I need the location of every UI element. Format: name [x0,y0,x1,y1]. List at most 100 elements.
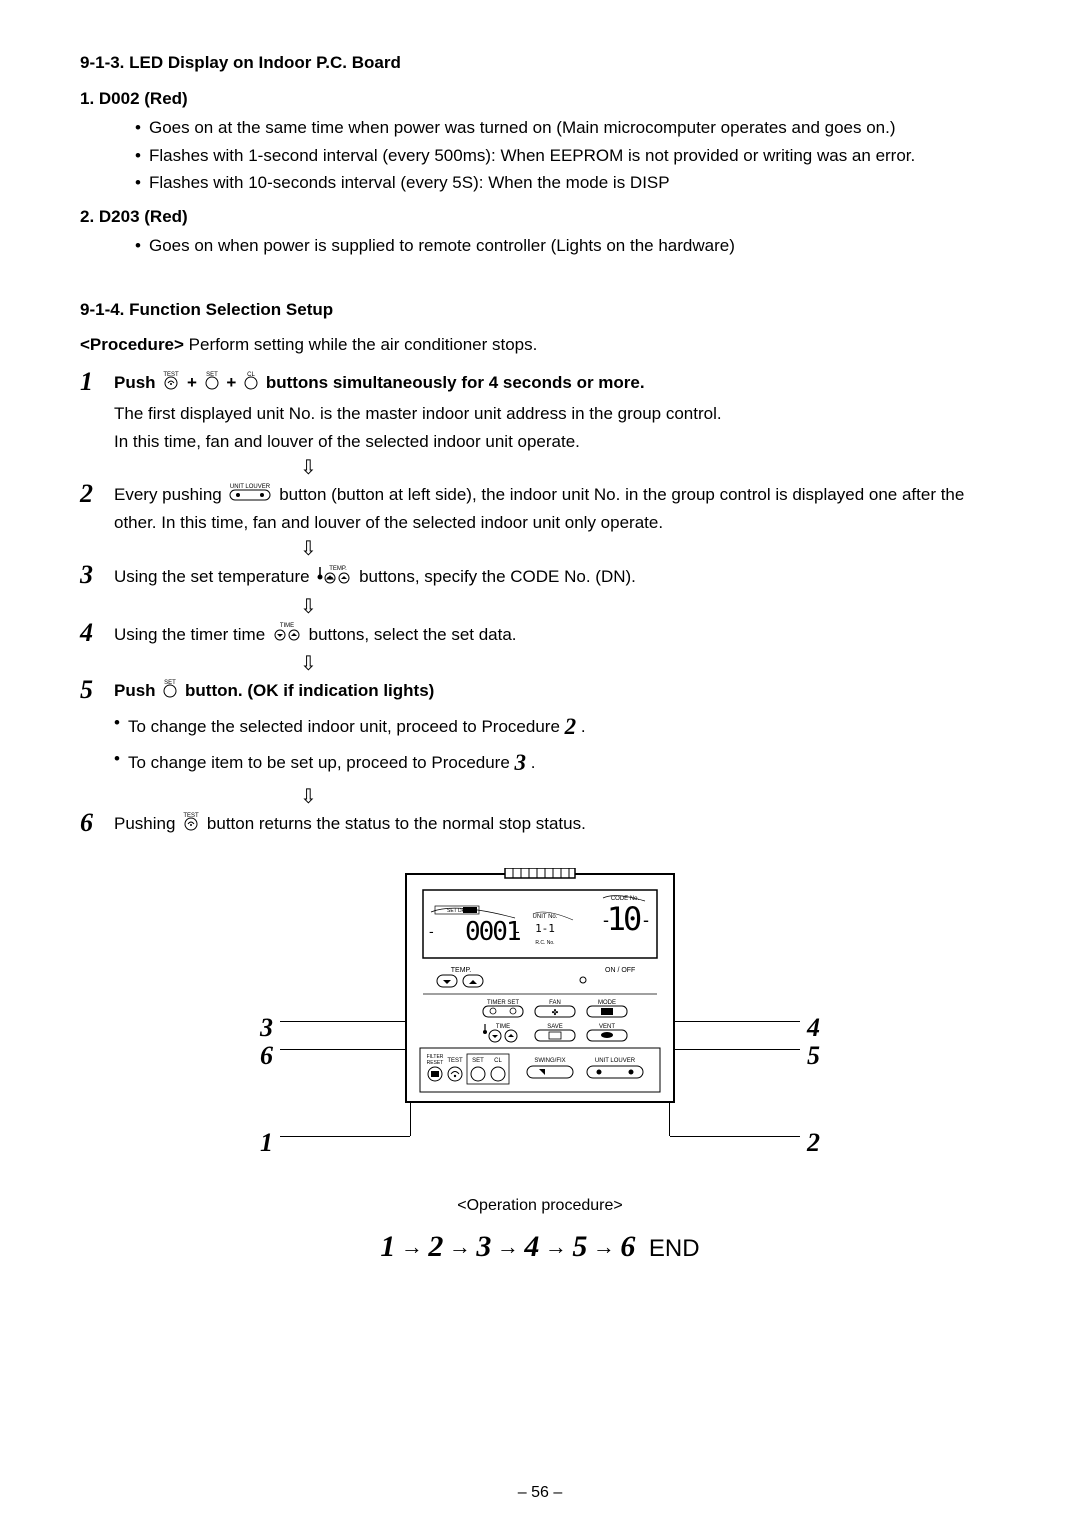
step-body: Using the set temperature TEMP. buttons,… [114,561,1000,593]
arrow-right-icon: → [443,1234,476,1259]
arrow-down-icon: ⇩ [300,652,1000,676]
arrow-right-icon: → [395,1234,428,1259]
svg-text:-: - [429,923,434,939]
svg-text:CL: CL [494,1058,502,1064]
step-body: Push TEST + SET + CL buttons simultaneou… [114,368,1000,455]
step1-line3: In this time, fan and louver of the sele… [114,429,1000,455]
heading-d203: 2. D203 (Red) [80,204,1000,230]
unit-louver-button-icon: UNIT LOUVER [228,482,272,510]
svg-text:✤: ✤ [552,1008,559,1017]
callout-line [280,1136,410,1137]
svg-text:TIMER SET: TIMER SET [487,1000,519,1006]
svg-text:TEMP.: TEMP. [330,566,348,572]
step1-text-a: Push [114,373,160,392]
list-item: To change item to be set up, proceed to … [114,746,1000,781]
arrow-down-icon: ⇩ [300,785,1000,809]
arrow-right-icon: → [539,1234,572,1259]
callout-line [670,1136,800,1137]
step4-prefix: Using the timer time [114,625,270,644]
d203-bullets: Goes on when power is supplied to remote… [80,233,1000,259]
list-item: Flashes with 1-second interval (every 50… [135,143,1000,169]
step-3: 3 Using the set temperature TEMP. button… [80,561,1000,593]
operation-procedure-caption: <Operation procedure> [80,1194,1000,1218]
set-button-icon: SET [162,678,178,706]
svg-text:10: 10 [607,900,641,938]
svg-text:MODE: MODE [598,1000,616,1006]
callout-6: 6 [260,1036,273,1075]
remote-diagram-area: 3 6 1 4 5 2 CODE No. 1 [80,868,1000,1269]
arrow-right-icon: → [491,1234,524,1259]
svg-text:-: - [643,910,649,930]
svg-text:RESET: RESET [427,1060,444,1066]
step1-line2: The first displayed unit No. is the mast… [114,401,1000,427]
step-body: Pushing TEST button returns the status t… [114,809,1000,839]
page-number: – 56 – [0,1481,1080,1505]
arrow-right-icon: → [587,1234,620,1259]
step6-rest: button returns the status to the normal … [207,814,586,833]
test-button-icon: TEST [182,811,200,839]
svg-text:TIME: TIME [496,1024,510,1030]
callout-1: 1 [260,1123,273,1162]
svg-text:1-1: 1-1 [535,922,555,935]
step-number: 3 [80,561,114,590]
step5-prefix: Push [114,681,160,700]
svg-text:UNIT LOUVER: UNIT LOUVER [595,1058,636,1064]
step-body: Every pushing UNIT LOUVER button (button… [114,480,1000,535]
list-item: Goes on at the same time when power was … [135,115,1000,141]
svg-text:SAVE: SAVE [547,1024,563,1030]
svg-text:UNIT LOUVER: UNIT LOUVER [230,484,271,490]
step-2: 2 Every pushing UNIT LOUVER button (butt… [80,480,1000,535]
step-number: 2 [80,480,114,509]
section-914: 9-1-4. Function Selection Setup <Procedu… [80,297,1000,839]
step2-prefix: Every pushing [114,485,226,504]
callout-5: 5 [807,1036,820,1075]
test-button-icon: TEST [162,370,180,398]
step-number: 4 [80,619,114,648]
heading-d002: 1. D002 (Red) [80,86,1000,112]
end-label: END [649,1235,700,1262]
svg-text:ON / OFF: ON / OFF [605,967,635,974]
step6-prefix: Pushing [114,814,180,833]
d002-bullets: Goes on at the same time when power was … [80,115,1000,196]
set-button-icon: SET [204,370,220,398]
svg-text:TIME: TIME [280,623,294,629]
step-number: 6 [80,809,114,838]
arrow-down-icon: ⇩ [300,456,1000,480]
cl-button-icon: CL [243,370,259,398]
svg-text:UNIT No.: UNIT No. [533,914,558,920]
remote-wrap: 3 6 1 4 5 2 CODE No. 1 [260,868,820,1168]
arrow-down-icon: ⇩ [300,595,1000,619]
procedure-intro: <Procedure> Perform setting while the ai… [80,332,1000,358]
section-913: 9-1-3. LED Display on Indoor P.C. Board … [80,50,1000,259]
step5-rest: button. (OK if indication lights) [185,681,434,700]
svg-text:R.C. No.: R.C. No. [535,940,554,946]
step1-text-b: buttons simultaneously for 4 seconds or … [266,373,645,392]
procedure-text: Perform setting while the air conditione… [184,335,537,354]
procedure-label: <Procedure> [80,335,184,354]
step-4: 4 Using the timer time TIME buttons, sel… [80,619,1000,651]
step-number: 1 [80,368,114,397]
time-buttons-icon: TIME [272,621,302,651]
step-6: 6 Pushing TEST button returns the status… [80,809,1000,839]
list-item: Flashes with 10-seconds interval (every … [135,170,1000,196]
callout-2: 2 [807,1123,820,1162]
remote-controller-icon: CODE No. 10 -- SET DATA 0001 -- UNIT No.… [405,868,675,1108]
plus-2: + [226,373,241,392]
operation-sequence: 1 → 2 → 3 → 4 → 5 → 6 END [80,1224,1000,1269]
svg-text:-: - [603,910,609,930]
temp-buttons-icon: TEMP. [316,563,352,593]
svg-text:TEST: TEST [447,1058,463,1064]
list-item: To change the selected indoor unit, proc… [114,710,1000,745]
step-5: 5 Push SET button. (OK if indication lig… [80,676,1000,783]
plus-1: + [187,373,202,392]
step-1: 1 Push TEST + SET + CL buttons simultane… [80,368,1000,455]
svg-text:SWING/FIX: SWING/FIX [534,1058,565,1064]
step5-bullets: To change the selected indoor unit, proc… [114,710,1000,781]
svg-text:FAN: FAN [549,1000,561,1006]
list-item: Goes on when power is supplied to remote… [135,233,1000,259]
svg-text:SET: SET [472,1058,484,1064]
svg-text:VENT: VENT [599,1024,615,1030]
svg-text:0001: 0001 [465,917,520,947]
step3-prefix: Using the set temperature [114,567,314,586]
svg-text:TEMP.: TEMP. [451,967,472,974]
